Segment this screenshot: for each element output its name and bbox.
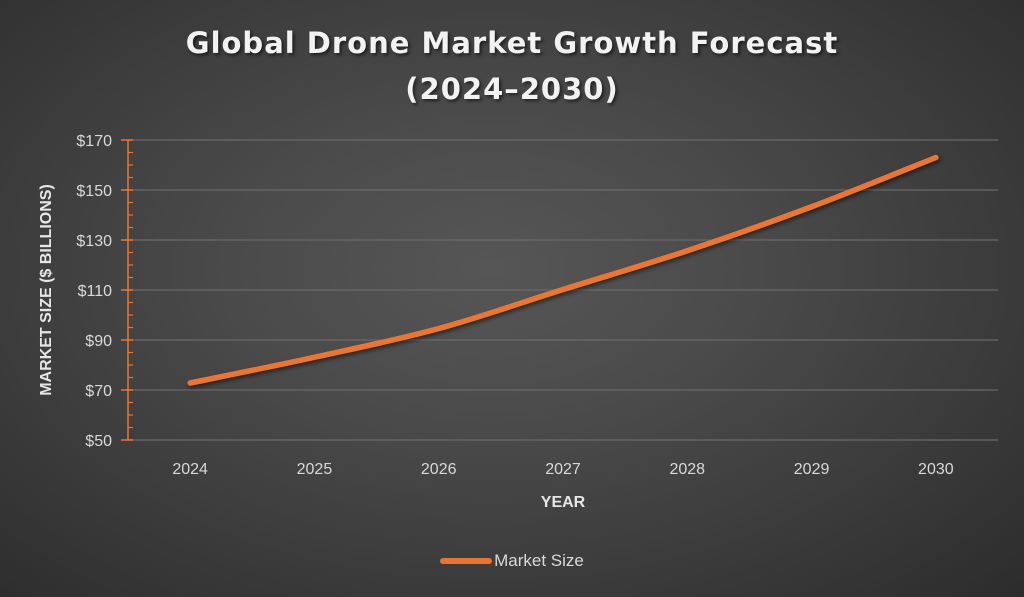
x-axis: 2024 2025 2026 2027 2028 2029 2030: [172, 461, 953, 478]
legend: Market Size: [0, 551, 1024, 571]
chart-title: Global Drone Market Growth Forecast (202…: [0, 20, 1024, 112]
y-tick-label: $70: [85, 383, 112, 400]
x-tick-label: 2028: [669, 461, 705, 478]
y-tick-label: $170: [76, 133, 112, 150]
y-tick-label: $150: [76, 183, 112, 200]
y-tick-label: $50: [85, 433, 112, 450]
x-axis-title: YEAR: [541, 494, 586, 511]
y-axis-title: MARKET SIZE ($ BILLIONS): [38, 184, 55, 396]
series-line-market-size: [187, 154, 939, 386]
x-tick-label: 2029: [794, 461, 830, 478]
x-tick-label: 2026: [421, 461, 457, 478]
x-tick-label: 2025: [297, 461, 333, 478]
x-tick-label: 2027: [545, 461, 581, 478]
y-tick-label: $90: [85, 333, 112, 350]
y-axis: $50 $70 $90 $110 $130 $150 $170: [76, 133, 133, 450]
x-tick-label: 2030: [918, 461, 954, 478]
chart-title-line2: (2024–2030): [405, 72, 619, 106]
y-tick-label: $110: [78, 283, 113, 300]
series-group: [187, 154, 939, 386]
legend-swatch-market-size: [440, 558, 493, 564]
legend-label-market-size: Market Size: [494, 551, 584, 570]
y-tick-label: $130: [76, 233, 112, 250]
x-tick-label: 2024: [172, 461, 208, 478]
chart-title-line1: Global Drone Market Growth Forecast: [185, 26, 839, 60]
